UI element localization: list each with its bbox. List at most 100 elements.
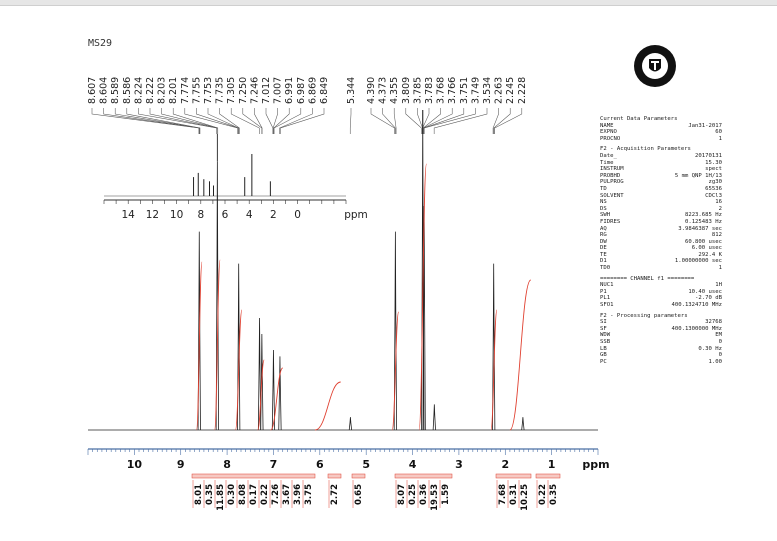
peak-label: 8.586 [122, 77, 133, 104]
param-row: INSTRUM spect [600, 166, 722, 173]
proc-params-list: SI 32768 SF 400.1300000 MHz WDW EM SSB 0 LB 0.30 … [600, 319, 722, 365]
param-key: SOLVENT [600, 192, 624, 199]
peak-connector [349, 108, 352, 134]
param-row: D1 1.00000000 sec [600, 258, 722, 265]
param-value: 1.00 [708, 358, 722, 365]
proc-params-title: F2 - Processing parameters [600, 312, 688, 319]
param-value: spect [705, 166, 722, 173]
integral-bracket [495, 473, 532, 479]
peak-label: 3.751 [459, 77, 470, 104]
x-tick-label: 5 [362, 458, 370, 471]
inset-tick-label: 10 [170, 209, 183, 221]
peak-label: 3.749 [470, 77, 481, 104]
peak-connector [492, 108, 499, 134]
peak-label: 7.753 [203, 77, 214, 104]
peak-label: 3.768 [436, 77, 447, 104]
spectrum-peak [521, 417, 525, 431]
integral-curve [418, 163, 427, 431]
acquisition-parameters-panel: Current Data Parameters NAME Jan31-2017 EX… [600, 116, 722, 365]
param-row: NUC1 1H [600, 282, 722, 289]
channel-title: ======== CHANNEL f1 ======== [600, 275, 695, 282]
integral-curve [214, 259, 221, 431]
current-params-title: Current Data Parameters [600, 116, 678, 122]
peak-label: 8.224 [133, 77, 144, 104]
integral-value: 0.17 [249, 484, 259, 505]
peak-label: 8.222 [145, 77, 156, 104]
spectrum-peak [348, 417, 353, 431]
peak-label: 8.201 [168, 77, 179, 104]
param-value: 6.00 usec [691, 245, 722, 252]
param-row: SOLVENT CDCl3 [600, 193, 722, 200]
peak-connector [126, 108, 201, 134]
param-key: FIDRES [600, 218, 621, 225]
integral-value: 7.68 [498, 484, 508, 505]
peak-label: 3.534 [482, 77, 493, 104]
param-key: NAME [600, 122, 614, 129]
param-row: NAME Jan31-2017 [600, 123, 722, 130]
peak-label: 8.203 [157, 77, 168, 104]
integral-curve [509, 279, 532, 431]
peak-connector [423, 108, 465, 134]
peak-connector [273, 108, 302, 134]
param-key: LB [600, 345, 607, 352]
param-row: NS 16 [600, 199, 722, 206]
peak-connector [230, 108, 260, 134]
integral-labels: 8.01 0.35 11.85 0.30 8.08 0.17 0.22 7.26 3.67 3.9… [191, 473, 561, 511]
peak-label: 7.250 [238, 77, 249, 104]
peak-label: 3.766 [447, 77, 458, 104]
peak-label: 2.228 [517, 77, 528, 104]
param-key: TD [600, 185, 607, 192]
peak-connector [493, 108, 511, 134]
peak-label: 7.755 [191, 77, 202, 104]
integral-value: 0.31 [509, 484, 519, 505]
param-row: LB 0.30 Hz [600, 346, 722, 353]
param-row: AQ 3.9846387 sec [600, 226, 722, 233]
integral-value: 0.35 [549, 484, 559, 505]
param-value: 292.4 K [698, 251, 722, 258]
acq-params-list: Date_ 20170131 Time 15.30 INSTRUM spect PROBHD… [600, 153, 722, 272]
param-row: SF 400.1300000 MHz [600, 326, 722, 333]
integral-value: 0.22 [538, 484, 548, 505]
param-value: 3.9846387 sec [678, 225, 722, 232]
param-row: EXPNO 60 [600, 129, 722, 136]
integral-curve [391, 311, 400, 431]
peak-connector [494, 108, 523, 134]
university-seal-logo [634, 45, 676, 87]
peak-label: 7.735 [215, 77, 226, 104]
peak-connector [433, 108, 488, 134]
peak-label: 8.604 [99, 77, 110, 104]
param-row: PULPROG zg30 [600, 179, 722, 186]
peak-connector [393, 108, 397, 134]
param-value: 60 [715, 129, 722, 136]
param-value: 5 mm QNP 1H/13 [674, 172, 722, 179]
param-value: 8223.685 Hz [684, 212, 722, 219]
peak-connector [161, 108, 218, 134]
peak-label: 4.355 [389, 77, 400, 104]
inset-tick-label: 6 [222, 209, 229, 221]
param-value: 32768 [705, 319, 722, 326]
param-row: SFO1 400.1324710 MHz [600, 302, 722, 309]
peak-label: 4.373 [378, 77, 389, 104]
integral-bracket [535, 473, 561, 479]
peak-label: 7.012 [261, 77, 272, 104]
integral-value: 8.08 [238, 484, 248, 505]
param-value: 0 [718, 352, 722, 359]
param-value: 1 [718, 135, 722, 142]
top-toolbar-strip [0, 0, 777, 6]
integral-value: 3.96 [293, 484, 303, 505]
param-row: TD0 1 [600, 265, 722, 272]
integral-curve [490, 309, 498, 431]
peak-label: 8.589 [110, 77, 121, 104]
param-row: DS 2 [600, 206, 722, 213]
integral-bracket [327, 473, 342, 479]
integral-value: 3.75 [304, 484, 314, 505]
peak-connector [417, 108, 423, 134]
x-tick-label: 10 [127, 458, 143, 471]
peak-label: 5.344 [346, 77, 357, 104]
integral-curve [234, 309, 243, 431]
param-value: 400.1300000 MHz [671, 325, 722, 332]
peak-connector [114, 108, 201, 134]
peak-label: 6.849 [319, 77, 330, 104]
param-row: P1 10.40 usec [600, 289, 722, 296]
